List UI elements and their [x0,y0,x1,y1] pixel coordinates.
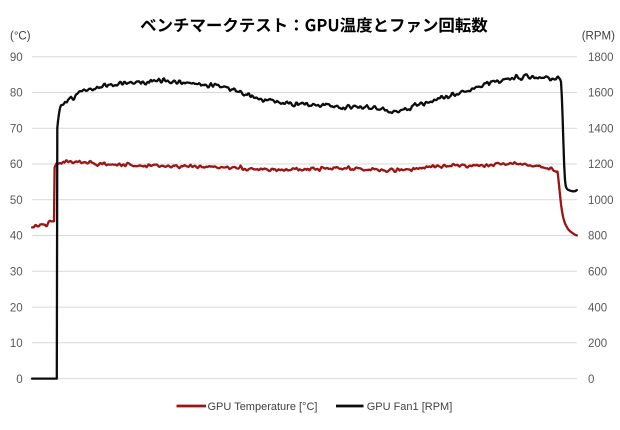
svg-text:200: 200 [588,338,607,350]
svg-text:(RPM): (RPM) [582,31,615,43]
svg-text:50: 50 [10,195,23,207]
svg-text:GPU Temperature [°C]: GPU Temperature [°C] [208,401,318,413]
svg-text:30: 30 [10,267,23,279]
svg-text:400: 400 [588,302,607,314]
svg-text:600: 600 [588,267,607,279]
svg-text:0: 0 [588,374,594,386]
svg-text:10: 10 [10,338,23,350]
svg-text:1200: 1200 [588,159,614,171]
svg-text:0: 0 [16,374,22,386]
svg-text:1600: 1600 [588,88,614,100]
svg-text:80: 80 [10,88,23,100]
svg-text:90: 90 [10,52,23,64]
svg-text:1000: 1000 [588,195,614,207]
svg-text:GPU Fan1 [RPM]: GPU Fan1 [RPM] [367,401,453,413]
svg-text:1800: 1800 [588,52,614,64]
svg-text:40: 40 [10,231,23,243]
svg-text:(°C): (°C) [10,31,31,43]
svg-text:1400: 1400 [588,123,614,135]
svg-text:70: 70 [10,123,23,135]
svg-text:60: 60 [10,159,23,171]
svg-text:800: 800 [588,231,607,243]
svg-text:20: 20 [10,302,23,314]
